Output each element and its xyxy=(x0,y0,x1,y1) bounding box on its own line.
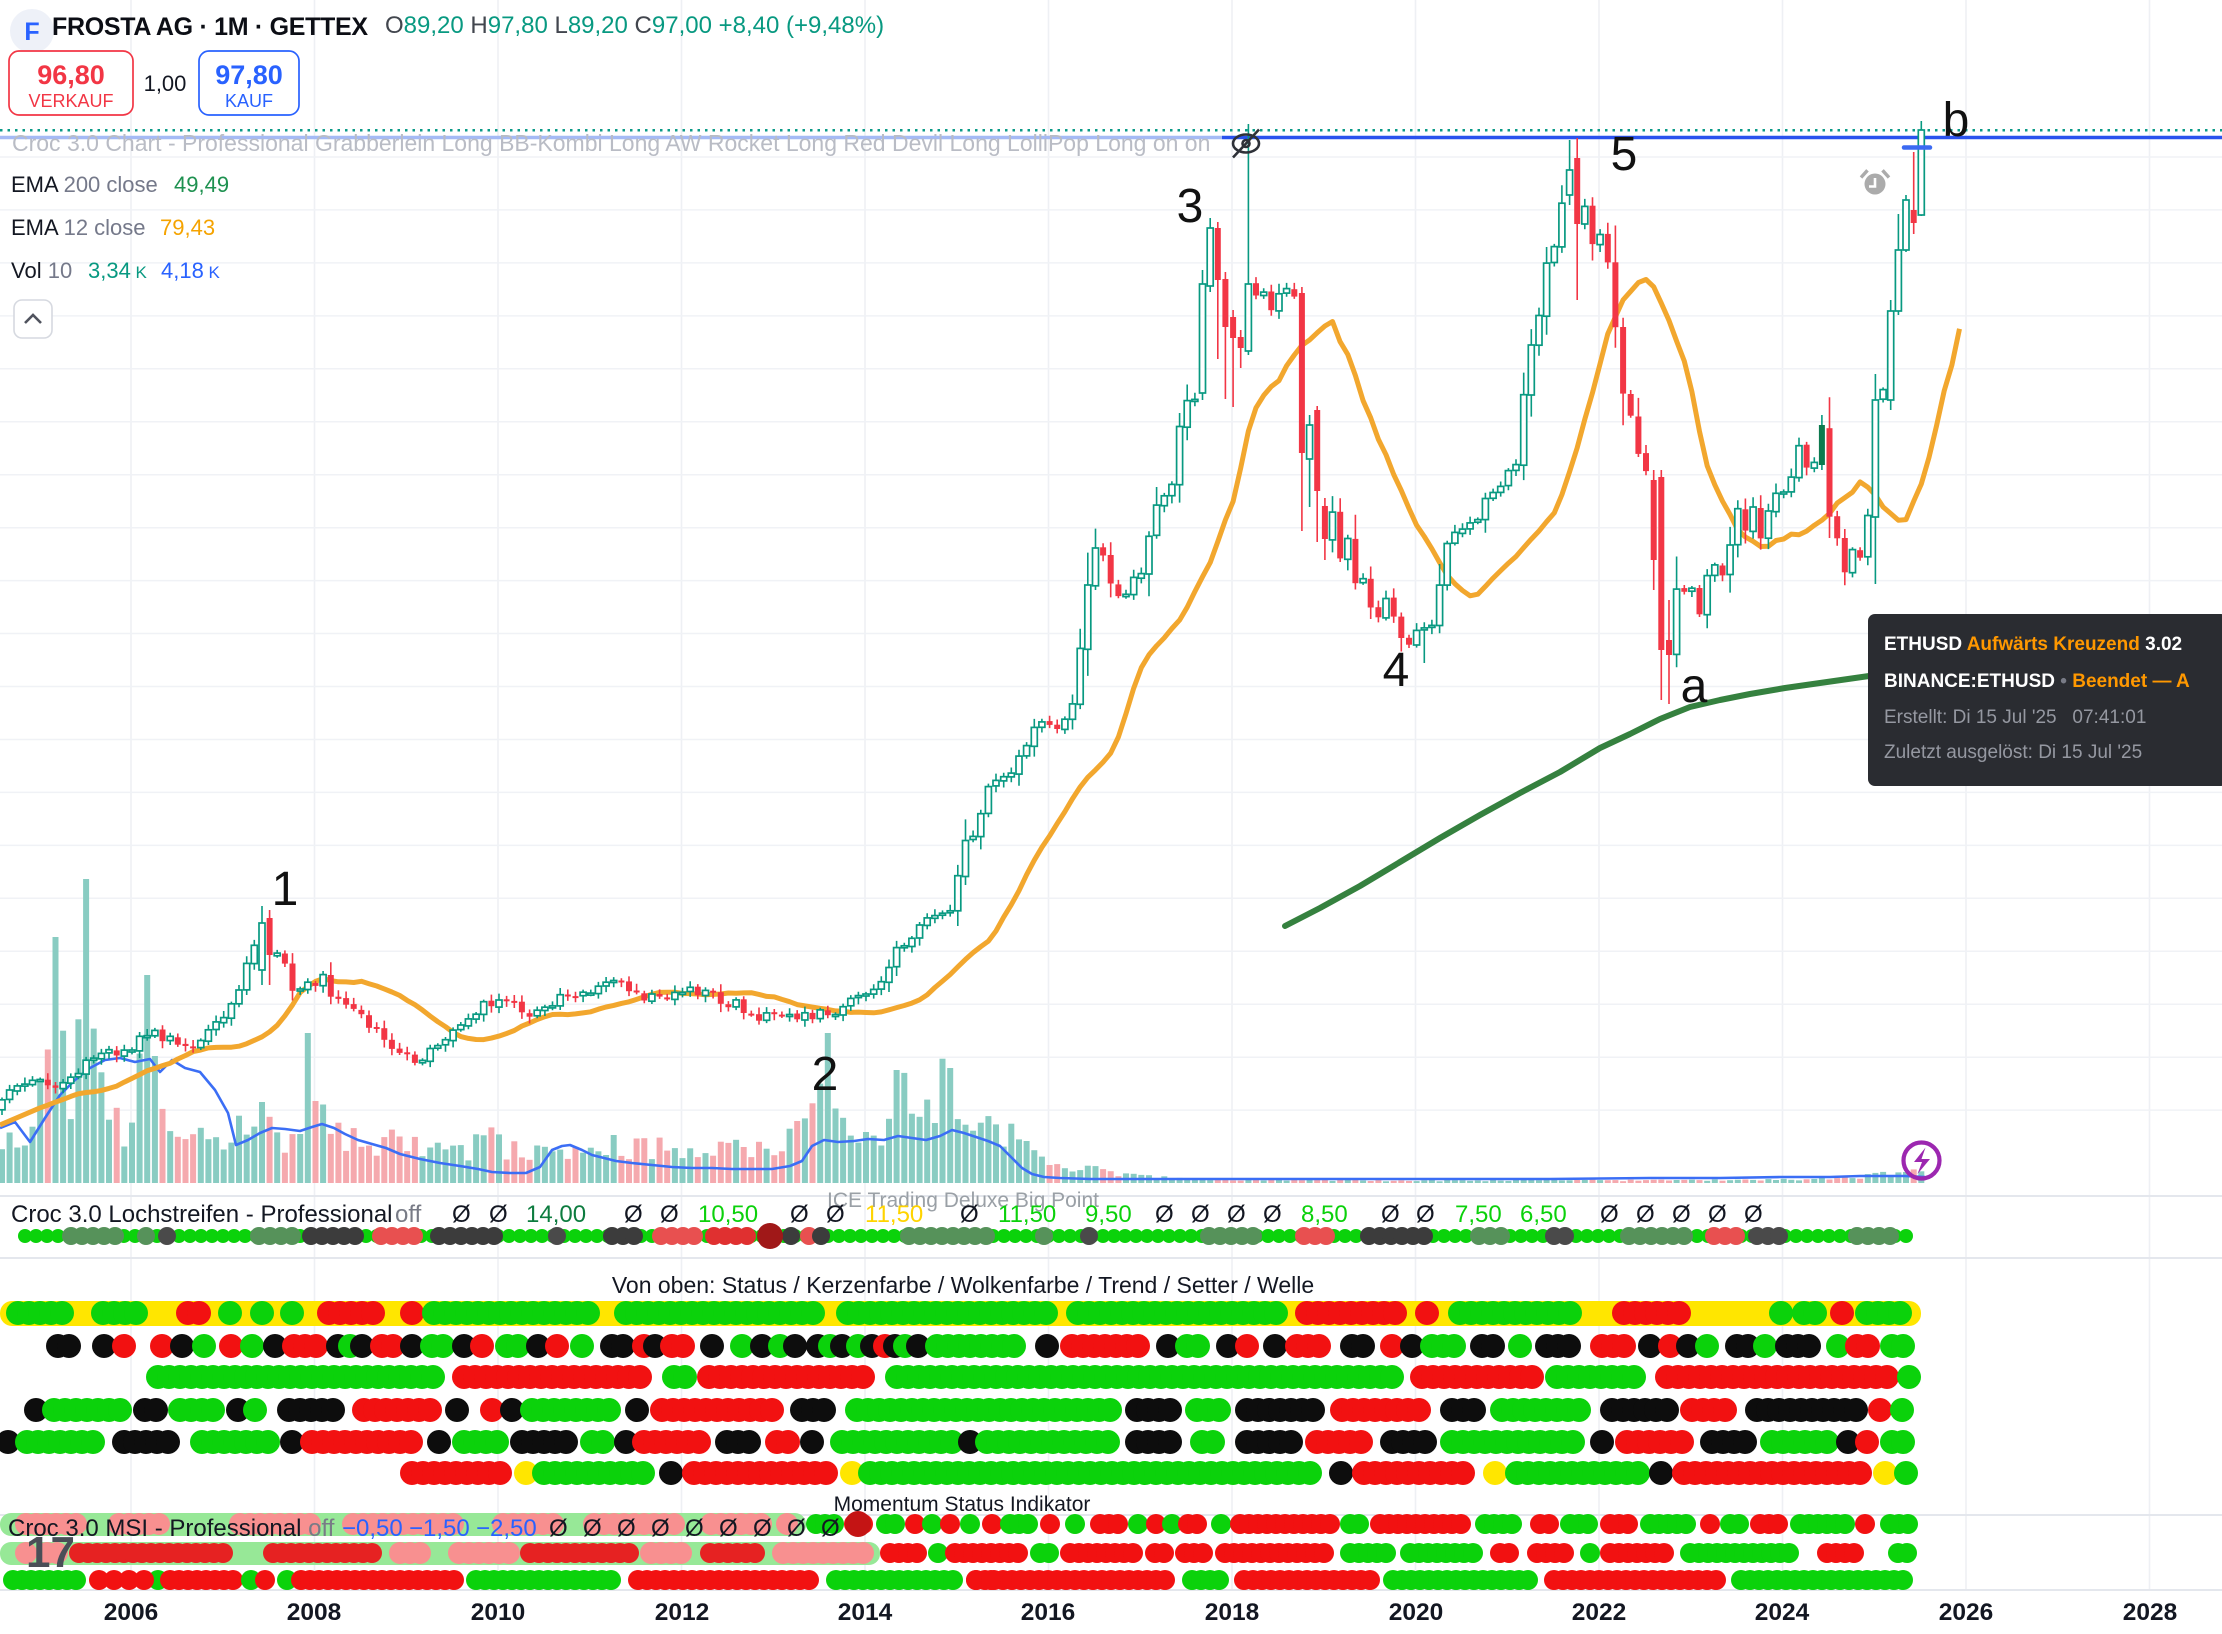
svg-text:2: 2 xyxy=(812,1048,839,1101)
svg-text:O89,20 H97,80 L89,20 C97,00 +8: O89,20 H97,80 L89,20 C97,00 +8,40 (+9,48… xyxy=(385,12,884,39)
svg-text:97,80: 97,80 xyxy=(215,60,283,90)
svg-text:3: 3 xyxy=(1177,180,1204,233)
svg-text:Zuletzt ausgelöst: Di 15 Jul ': Zuletzt ausgelöst: Di 15 Jul '25 xyxy=(1884,742,2142,763)
svg-text:KAUF: KAUF xyxy=(225,91,273,111)
svg-text:b: b xyxy=(1943,94,1970,147)
svg-text:Von oben: Status / Kerzenfarbe: Von oben: Status / Kerzenfarbe / Wolkenf… xyxy=(612,1272,1314,1298)
svg-text:Croc 3.0 Lochstreifen - Profes: Croc 3.0 Lochstreifen - Professional off Ø… xyxy=(11,1201,1763,1228)
svg-text:Momentum Status Indikator: Momentum Status Indikator xyxy=(834,1493,1091,1516)
svg-text:2020: 2020 xyxy=(1389,1599,1444,1626)
svg-text:Croc 3.0 Chart - Professional: Croc 3.0 Chart - Professional Grabberlei… xyxy=(12,130,1210,156)
svg-text:2028: 2028 xyxy=(2123,1599,2178,1626)
svg-text:F: F xyxy=(24,18,39,46)
svg-text:VERKAUF: VERKAUF xyxy=(28,91,113,111)
svg-text:2012: 2012 xyxy=(655,1599,710,1626)
svg-text:2018: 2018 xyxy=(1205,1599,1260,1626)
svg-text:BINANCE:ETHUSD • Beendet — A: BINANCE:ETHUSD • Beendet — A xyxy=(1884,671,2190,692)
svg-text:Erstellt: Di 15 Jul '25 07:4: Erstellt: Di 15 Jul '25 07:41:01 xyxy=(1884,707,2146,728)
svg-text:Croc 3.0 MSI - Professional of: Croc 3.0 MSI - Professional off −0,50 −1,5… xyxy=(8,1515,840,1542)
svg-text:Vol 103,34 K4,18 K: Vol 10 3,34 K 4,18 K xyxy=(11,258,221,283)
svg-text:5: 5 xyxy=(1611,128,1638,181)
svg-text:2010: 2010 xyxy=(471,1599,526,1626)
svg-text:a: a xyxy=(1681,660,1708,713)
svg-text:ICE Trading Deluxe Big Point: ICE Trading Deluxe Big Point xyxy=(827,1189,1099,1212)
svg-text:96,80: 96,80 xyxy=(37,60,105,90)
svg-text:2026: 2026 xyxy=(1939,1599,1994,1626)
svg-text:1,00: 1,00 xyxy=(144,71,187,96)
svg-text:2024: 2024 xyxy=(1755,1599,1810,1626)
svg-text:ETHUSD Aufwärts Kreuzend 3.02: ETHUSD Aufwärts Kreuzend 3.02 xyxy=(1884,634,2182,655)
svg-text:17: 17 xyxy=(26,1528,75,1577)
svg-text:2008: 2008 xyxy=(287,1599,342,1626)
svg-text:2016: 2016 xyxy=(1021,1599,1076,1626)
svg-text:2014: 2014 xyxy=(838,1599,893,1626)
svg-text:2022: 2022 xyxy=(1572,1599,1627,1626)
svg-text:2006: 2006 xyxy=(104,1599,159,1626)
svg-text:1: 1 xyxy=(272,863,299,916)
svg-text:FROSTA AG · 1M · GETTEX: FROSTA AG · 1M · GETTEX xyxy=(52,13,368,41)
svg-text:4: 4 xyxy=(1383,644,1410,697)
